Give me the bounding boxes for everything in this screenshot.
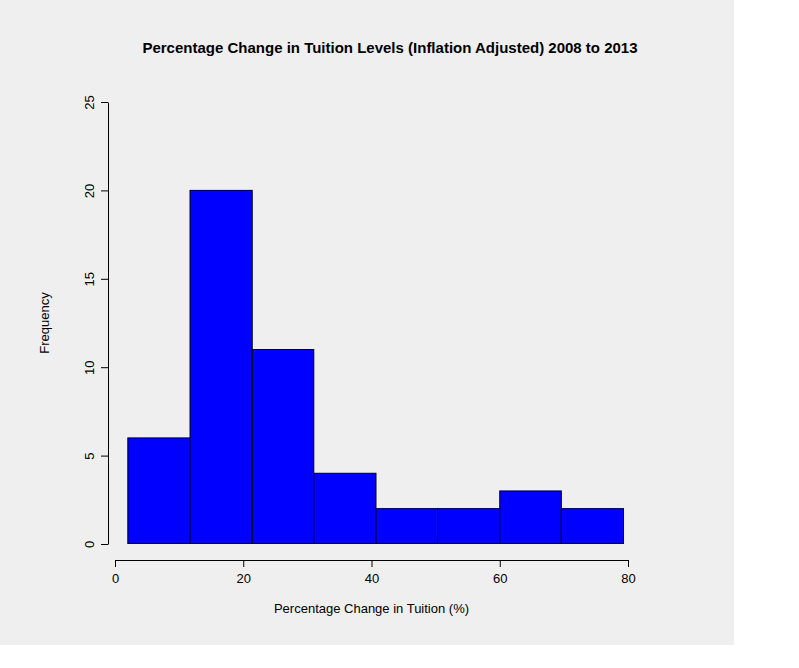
y-tick-label: 20 (82, 184, 97, 198)
x-tick-label: 60 (493, 571, 507, 586)
y-tick: 20 (82, 184, 108, 198)
bars (128, 190, 624, 544)
y-tick: 10 (82, 360, 108, 374)
bar (438, 509, 500, 544)
y-axis: 0 5 10 15 20 25 (82, 95, 109, 548)
y-tick-label: 15 (82, 272, 97, 286)
y-tick-mark (101, 190, 108, 191)
x-tick-label: 80 (621, 571, 635, 586)
x-tick-label: 20 (237, 571, 251, 586)
x-tick: 80 (621, 560, 635, 586)
y-tick-mark (101, 279, 108, 280)
y-tick-label: 10 (82, 360, 97, 374)
x-tick: 0 (112, 560, 119, 586)
x-tick: 40 (365, 560, 379, 586)
bar (376, 509, 438, 544)
x-tick-mark (243, 560, 244, 567)
background (0, 0, 734, 645)
x-tick-mark (115, 560, 116, 567)
y-tick: 5 (82, 452, 108, 459)
bar (561, 509, 623, 544)
bar (190, 190, 252, 544)
y-tick-mark (101, 102, 108, 103)
x-tick-label: 0 (112, 571, 119, 586)
x-tick-mark (372, 560, 373, 567)
y-tick: 25 (82, 95, 108, 109)
y-tick: 0 (82, 541, 108, 548)
x-axis: 0 20 40 60 80 (112, 560, 636, 586)
x-axis-title: Percentage Change in Tuition (%) (274, 601, 469, 616)
y-tick-mark (101, 367, 108, 368)
x-tick-label: 40 (365, 571, 379, 586)
y-tick: 15 (82, 272, 108, 286)
x-tick-mark (628, 560, 629, 567)
x-tick: 60 (493, 560, 507, 586)
y-tick-mark (101, 544, 108, 545)
y-tick-label: 0 (82, 541, 97, 548)
y-tick-mark (101, 456, 108, 457)
title: Percentage Change in Tuition Levels (Inf… (142, 39, 637, 56)
bar (314, 473, 376, 544)
y-axis-line (108, 103, 109, 545)
y-axis-title: Frequency (37, 292, 52, 354)
bar (500, 491, 562, 544)
y-tick-label: 25 (82, 95, 97, 109)
bar (252, 350, 314, 544)
bar (128, 438, 190, 544)
chart: 0 20 40 60 80 0 5 10 15 20 25 Percentage Change in … (0, 0, 799, 668)
x-tick-mark (500, 560, 501, 567)
y-tick-label: 5 (82, 452, 97, 459)
x-tick: 20 (237, 560, 251, 586)
